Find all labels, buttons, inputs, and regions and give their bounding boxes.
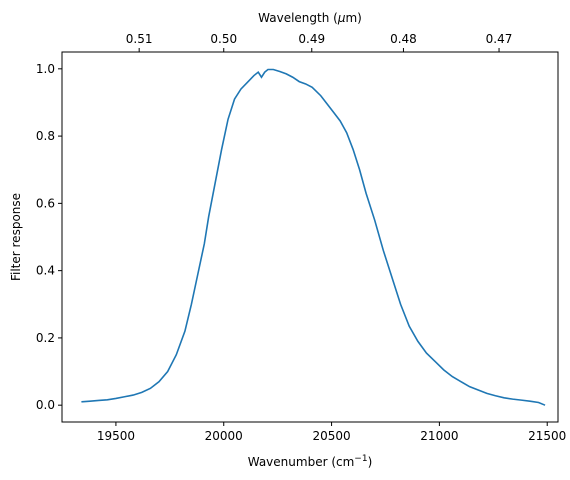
top-axis-title: Wavelength (μm) [258,11,362,25]
y-tick-label: 0.8 [36,129,55,143]
x-axis-title: Wavenumber (cm−1) [248,454,373,469]
top-tick-label: 0.47 [486,32,513,46]
x-axis-title-superscript: −1 [354,454,367,464]
y-tick-label: 0.4 [36,264,55,278]
y-tick-label: 1.0 [36,62,55,76]
top-tick-label: 0.50 [210,32,237,46]
top-axis-ticks: 0.51 0.50 0.49 0.48 0.47 [126,32,513,52]
top-axis-title-suffix: m) [345,11,361,25]
y-tick-label: 0.6 [36,196,55,210]
plot-frame [61,51,559,423]
y-axis-ticks: 0.0 0.2 0.4 0.6 0.8 1.0 [36,62,62,412]
x-tick-label: 19500 [97,429,135,443]
x-tick-label: 21500 [528,429,566,443]
x-tick-label: 21000 [420,429,458,443]
top-tick-label: 0.49 [298,32,325,46]
top-axis-title-mu: μ [337,11,346,25]
filter-response-line [81,68,546,406]
top-tick-label: 0.51 [126,32,153,46]
y-tick-label: 0.2 [36,331,55,345]
x-axis-title-suffix: ) [368,455,373,469]
x-tick-label: 20500 [312,429,350,443]
x-axis-ticks: 19500 20000 20500 21000 21500 [97,422,566,443]
y-tick-label: 0.0 [36,398,55,412]
y-axis-title: Filter response [9,193,23,281]
x-tick-label: 20000 [205,429,243,443]
top-tick-label: 0.48 [390,32,417,46]
